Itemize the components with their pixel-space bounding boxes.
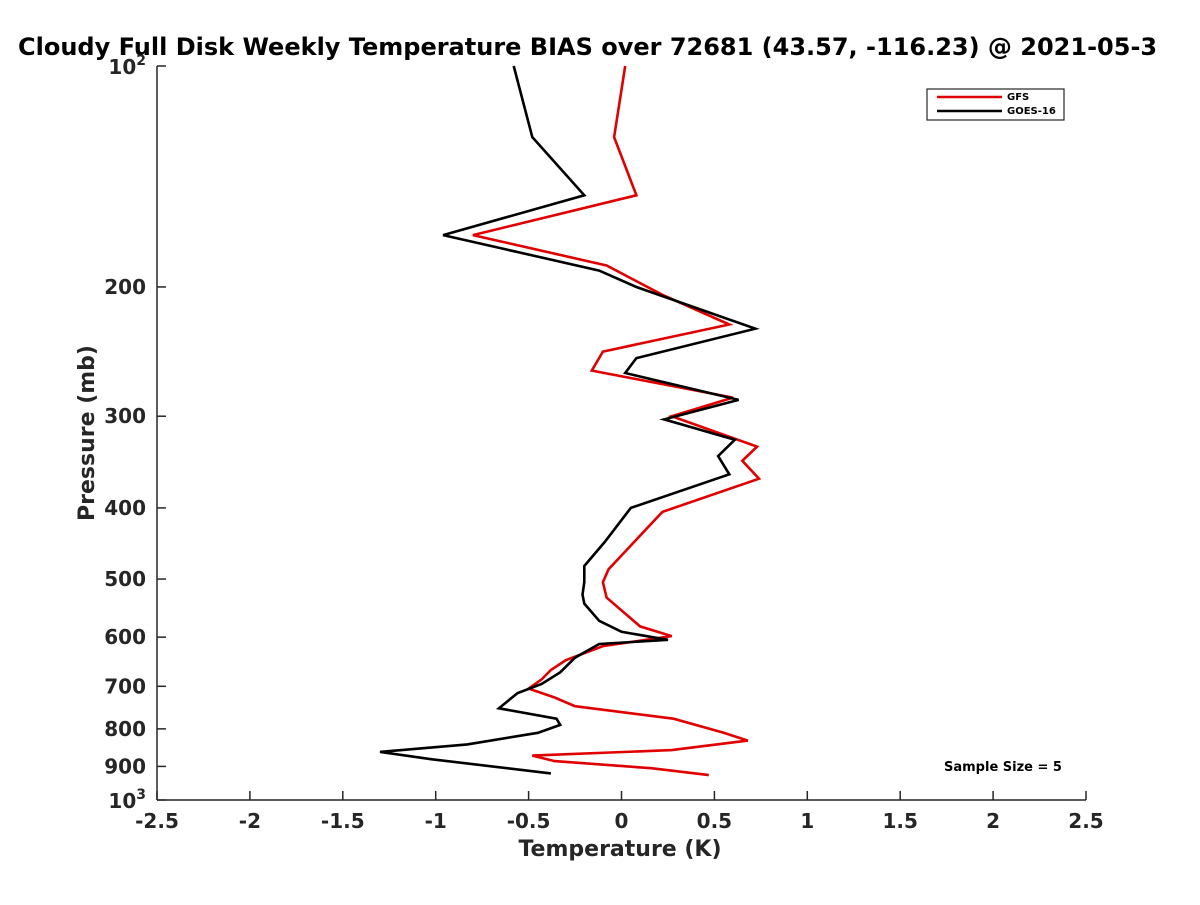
plot-lines	[379, 65, 762, 777]
x-axis-label: Temperature (K)	[518, 837, 721, 862]
legend: GFS GOES-16	[926, 88, 1065, 121]
x-tick-label: 1.5	[882, 809, 917, 833]
y-tick-label: 700	[104, 674, 146, 698]
x-tick-label: -0.5	[507, 809, 551, 833]
chart-title: Cloudy Full Disk Weekly Temperature BIAS…	[18, 33, 1157, 61]
y-tick-label: 400	[104, 496, 146, 520]
y-tick-label: 500	[104, 567, 146, 591]
y-tick-label: 300	[104, 404, 146, 428]
y-tick-label: 103	[108, 787, 146, 813]
y-tick-label: 600	[104, 625, 146, 649]
x-tick-label: 0.5	[697, 809, 732, 833]
y-tick-label-base: 10	[108, 789, 136, 813]
y-tick-label-exponent: 3	[136, 787, 146, 803]
series-line-gfs	[472, 65, 762, 777]
x-tick-label: 1	[800, 809, 814, 833]
y-tick-label: 200	[104, 275, 146, 299]
y-tick-label-base: 10	[108, 55, 136, 79]
y-tick-label: 900	[104, 754, 146, 778]
x-tick-label: -2.5	[135, 809, 179, 833]
x-tick-label: -2	[239, 809, 261, 833]
series-line-goes16	[379, 65, 760, 775]
x-tick-label: 0	[615, 809, 629, 833]
x-tick-label: 2.5	[1068, 809, 1103, 833]
ticks: -2.5 -2 -1.5 -1 -0.5 0 0.5 1 1.5 2 2.5102200300400…	[104, 53, 1103, 833]
y-tick-label: 102	[108, 53, 146, 79]
y-tick-label-exponent: 2	[136, 53, 146, 69]
axes	[156, 66, 1086, 801]
legend-label-goes16: GOES-16	[1007, 106, 1056, 117]
x-tick-label: -1	[425, 809, 447, 833]
y-axis-label: Pressure (mb)	[75, 345, 100, 521]
x-tick-label: -1.5	[321, 809, 365, 833]
sample-size-annotation: Sample Size = 5	[944, 760, 1062, 775]
x-tick-label: 2	[986, 809, 1000, 833]
y-tick-label: 800	[104, 717, 146, 741]
legend-label-gfs: GFS	[1007, 92, 1029, 103]
legend-box	[926, 88, 1065, 121]
